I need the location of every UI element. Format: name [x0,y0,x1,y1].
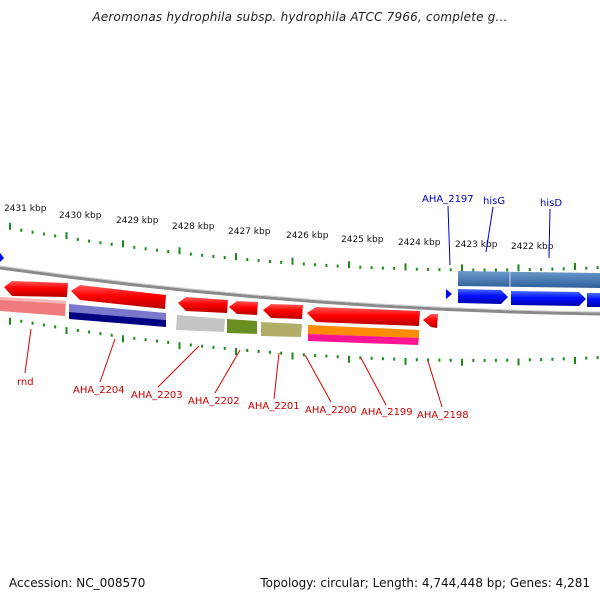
ruler-label: 2430 kbp [59,211,102,221]
ruler-label: 2429 kbp [116,216,159,226]
ruler-label: 2422 kbp [511,242,554,252]
accession-label: Accession: NC_008570 [9,576,146,590]
gene-marker-aha-2197 [446,289,452,299]
gene-label-hisg[interactable]: hisG [483,196,505,207]
gene-hisg[interactable] [511,291,586,306]
gene-label-aha-2202[interactable]: AHA_2202 [188,396,240,407]
gene-label-aha-2198[interactable]: AHA_2198 [417,410,469,421]
band-aha-2201[interactable] [261,322,302,337]
gene-aha-2197[interactable] [458,289,508,304]
position-ruler: 2431 kbp 2430 kbp 2429 kbp 2428 kbp 2427… [4,204,599,272]
ruler-label: 2425 kbp [341,235,384,245]
callout-aha-2204 [99,338,116,383]
gene-aha-2198[interactable] [423,314,438,328]
ruler-label: 2423 kbp [455,240,498,250]
callout-hisg [485,206,494,253]
gene-label-aha-2199[interactable]: AHA_2199 [361,407,413,418]
gene-label-aha-2203[interactable]: AHA_2203 [131,390,183,401]
gene-strip-steel[interactable] [458,271,600,288]
band-aha-2202[interactable] [227,319,257,334]
gene-label-aha-2201[interactable]: AHA_2201 [248,401,300,412]
callout-rnd [24,328,32,374]
callout-aha-2201 [273,352,280,400]
gene-label-hisd[interactable]: hisD [540,198,562,209]
callout-aha-2197 [447,205,451,266]
ruler-label: 2424 kbp [398,238,441,248]
band-aha-2200[interactable] [308,325,419,338]
band-aha-2204[interactable] [69,304,166,320]
gene-aha-2200[interactable] [307,307,420,326]
band-rnd-hi [0,297,66,304]
ruler-label: 2431 kbp [4,204,47,214]
gene-label-aha-2197[interactable]: AHA_2197 [422,194,474,205]
callout-aha-2198 [427,360,443,408]
callout-aha-2200 [304,354,332,403]
position-ruler-bottom [9,317,599,366]
gene-rnd[interactable] [4,281,68,297]
band-aha-2203[interactable] [176,315,225,332]
backbone-highlight [0,265,600,313]
callout-aha-2203 [157,345,200,388]
gene-label-aha-2204[interactable]: AHA_2204 [73,385,125,396]
ruler-label: 2427 kbp [228,227,271,237]
gene-label-aha-2200[interactable]: AHA_2200 [305,405,357,416]
map-title: Aeromonas hydrophila subsp. hydrophila A… [92,10,508,24]
callout-hisd [548,208,551,259]
gene-label-rnd[interactable]: rnd [17,377,34,388]
ruler-label: 2428 kbp [172,222,215,232]
gene-hisd[interactable] [587,293,600,307]
topology-label: Topology: circular; Length: 4,744,448 bp… [260,576,590,590]
callout-aha-2199 [360,357,387,406]
gene-aha-2202[interactable] [229,301,258,315]
callout-aha-2202 [214,349,241,394]
gene-aha-2204[interactable] [71,285,166,309]
chromosome-backbone [0,266,600,316]
offscreen-marker [0,253,4,262]
band-aha-2204-b[interactable] [69,312,166,327]
gene-aha-2203[interactable] [178,297,228,313]
ruler-label: 2426 kbp [286,231,329,241]
gene-aha-2201[interactable] [263,304,303,319]
band-aha-2200-b[interactable] [308,334,419,345]
